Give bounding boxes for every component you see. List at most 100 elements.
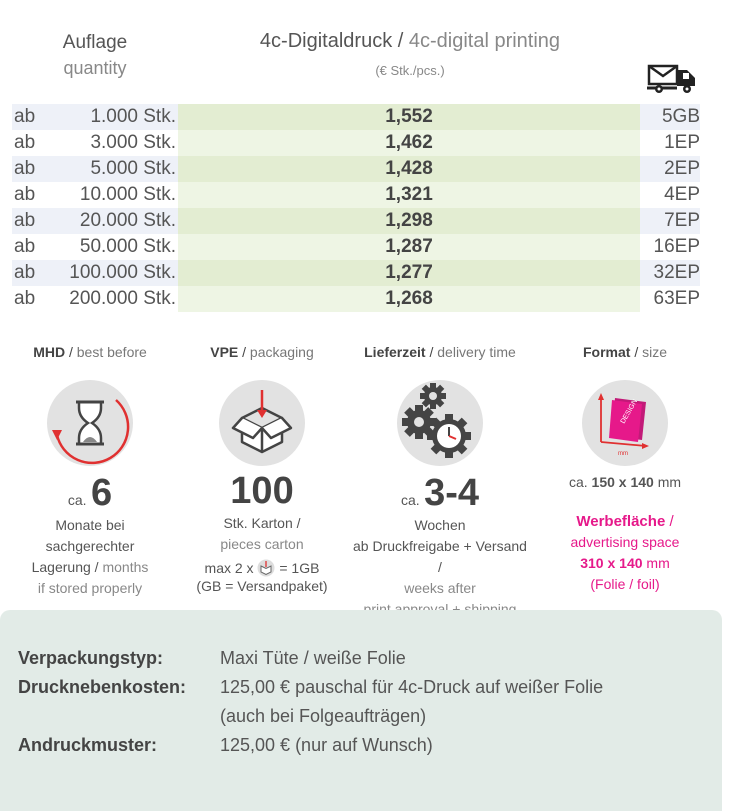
- print-header-sep: /: [392, 30, 409, 52]
- mail-truck-icon: [647, 64, 695, 93]
- best-before-title: MHD: [33, 344, 66, 360]
- row-quantity: 5.000 Stk.: [90, 158, 176, 179]
- table-row: ab 20.000 Stk. 1,298 7EP: [12, 208, 700, 234]
- format-mm-label: mm: [618, 451, 628, 457]
- proof-label: Andruckmuster:: [18, 735, 158, 755]
- packaging-title: VPE: [210, 344, 239, 360]
- row-prefix: ab: [14, 210, 36, 231]
- print-header-de: 4c-Digitaldruck: [259, 30, 393, 52]
- table-row: ab 1.000 Stk. 1,552 5GB: [12, 104, 700, 130]
- format-size-unit: mm: [657, 474, 682, 490]
- row-price: 1,321: [178, 182, 640, 208]
- row-shipping: 2EP: [664, 158, 700, 179]
- packaging-line3-a: max 2 x: [204, 560, 254, 576]
- packaging-line1: Stk. Karton /: [223, 515, 301, 531]
- table-row: ab 50.000 Stk. 1,287 16EP: [12, 234, 700, 260]
- ad-space-title-en: advertising space: [570, 534, 680, 550]
- delivery-ca: ca.: [400, 492, 420, 508]
- row-price: 1,298: [178, 208, 640, 234]
- best-before-line1: Monate bei: [55, 517, 125, 533]
- extra-cost-label: Drucknebenkosten:: [18, 677, 187, 697]
- packaging-line2: pieces carton: [220, 536, 304, 552]
- extra-cost-note: (auch bei Folgeaufträgen): [220, 706, 427, 726]
- row-price: 1,268: [178, 286, 640, 312]
- quantity-header: Auflage quantity: [40, 32, 150, 79]
- row-quantity: 100.000 Stk.: [69, 262, 176, 283]
- format-size-value: 150 x 140: [591, 474, 654, 490]
- packaging-title-en: packaging: [249, 344, 314, 360]
- row-shipping: 4EP: [664, 184, 700, 205]
- table-row: ab 10.000 Stk. 1,321 4EP: [12, 182, 700, 208]
- ad-space-title: Werbefläche: [576, 513, 666, 530]
- best-before-value: 6: [91, 472, 113, 514]
- row-quantity: 200.000 Stk.: [69, 288, 176, 309]
- packaging-value: 100: [230, 470, 294, 512]
- ad-space-value: 310 x 140: [580, 555, 643, 571]
- row-shipping: 5GB: [661, 106, 700, 127]
- row-shipping: 63EP: [653, 288, 700, 309]
- packaging-line3-b: = 1GB: [279, 560, 320, 576]
- best-before-line4: if stored properly: [37, 580, 143, 596]
- extra-cost-value: 125,00 € pauschal für 4c-Druck auf weiße…: [220, 677, 604, 697]
- row-price: 1,277: [178, 260, 640, 286]
- delivery-line2: ab Druckfreigabe + Versand /: [353, 538, 527, 575]
- packaging-line4: (GB = Versandpaket): [196, 578, 328, 594]
- row-quantity: 1.000 Stk.: [90, 106, 176, 127]
- row-price: 1,462: [178, 130, 640, 156]
- delivery-line3: weeks after: [404, 580, 476, 596]
- best-before-line2: sachgerechter: [45, 538, 135, 554]
- packaging-type-value: Maxi Tüte / weiße Folie: [220, 648, 406, 668]
- delivery-title: Lieferzeit: [364, 344, 426, 360]
- print-header-en: 4c-digital printing: [408, 30, 561, 52]
- ad-space-note: (Folie / foil): [590, 576, 660, 592]
- delivery-line1: Wochen: [414, 517, 466, 533]
- row-quantity: 3.000 Stk.: [90, 132, 176, 153]
- best-before-block: MHD / best before ca. 6 Monate bei sachg…: [0, 344, 180, 599]
- packaging-type-label: Verpackungstyp:: [18, 648, 164, 668]
- hourglass-icon: [52, 399, 130, 465]
- mini-box-icon: [257, 559, 275, 577]
- quantity-header-de: Auflage: [62, 32, 128, 53]
- print-header: 4c-Digitaldruck / 4c-digital printing (€…: [200, 30, 620, 78]
- row-quantity: 50.000 Stk.: [79, 236, 176, 257]
- row-quantity: 10.000 Stk.: [79, 184, 176, 205]
- row-prefix: ab: [14, 288, 36, 309]
- format-size-ca: ca.: [568, 474, 588, 490]
- quantity-header-en: quantity: [63, 58, 127, 78]
- row-prefix: ab: [14, 106, 36, 127]
- delivery-title-en: delivery time: [437, 344, 516, 360]
- row-price: 1,428: [178, 156, 640, 182]
- best-before-line3-en: months: [102, 559, 149, 575]
- format-title: Format: [582, 344, 631, 360]
- table-row: ab 3.000 Stk. 1,462 1EP: [12, 130, 700, 156]
- gears-clock-icon: [402, 383, 471, 458]
- table-row: ab 5.000 Stk. 1,428 2EP: [12, 156, 700, 182]
- details-panel: [0, 610, 722, 811]
- price-unit: (€ Stk./pcs.): [375, 63, 445, 78]
- format-bag-icon: DESIGN mm: [598, 393, 649, 457]
- best-before-ca: ca.: [67, 492, 87, 508]
- delivery-block: Lieferzeit / delivery time: [350, 344, 530, 620]
- best-before-line3: Lagerung: [31, 559, 91, 575]
- box-icon: [231, 390, 293, 454]
- best-before-title-en: best before: [76, 344, 147, 360]
- proof-value: 125,00 € (nur auf Wunsch): [220, 735, 433, 755]
- row-shipping: 16EP: [653, 236, 700, 257]
- row-quantity: 20.000 Stk.: [79, 210, 176, 231]
- row-prefix: ab: [14, 236, 36, 257]
- row-shipping: 7EP: [664, 210, 700, 231]
- table-row: ab 200.000 Stk. 1,268 63EP: [12, 286, 700, 312]
- table-row: ab 100.000 Stk. 1,277 32EP: [12, 260, 700, 286]
- price-table: ab 1.000 Stk. 1,552 5GB ab 3.000 Stk. 1,46…: [12, 104, 700, 312]
- row-price: 1,287: [178, 234, 640, 260]
- row-shipping: 1EP: [664, 132, 700, 153]
- ad-space-unit: mm: [646, 555, 670, 571]
- packaging-block: VPE / packaging 100 Stk. Karton / pieces…: [172, 344, 352, 595]
- row-prefix: ab: [14, 158, 36, 179]
- format-block: Format / size DESIGN mm ca. 150 x 140 mm…: [535, 344, 715, 595]
- delivery-value: 3-4: [424, 472, 480, 514]
- row-prefix: ab: [14, 184, 36, 205]
- row-price: 1,552: [178, 104, 640, 130]
- row-prefix: ab: [14, 262, 36, 283]
- row-prefix: ab: [14, 132, 36, 153]
